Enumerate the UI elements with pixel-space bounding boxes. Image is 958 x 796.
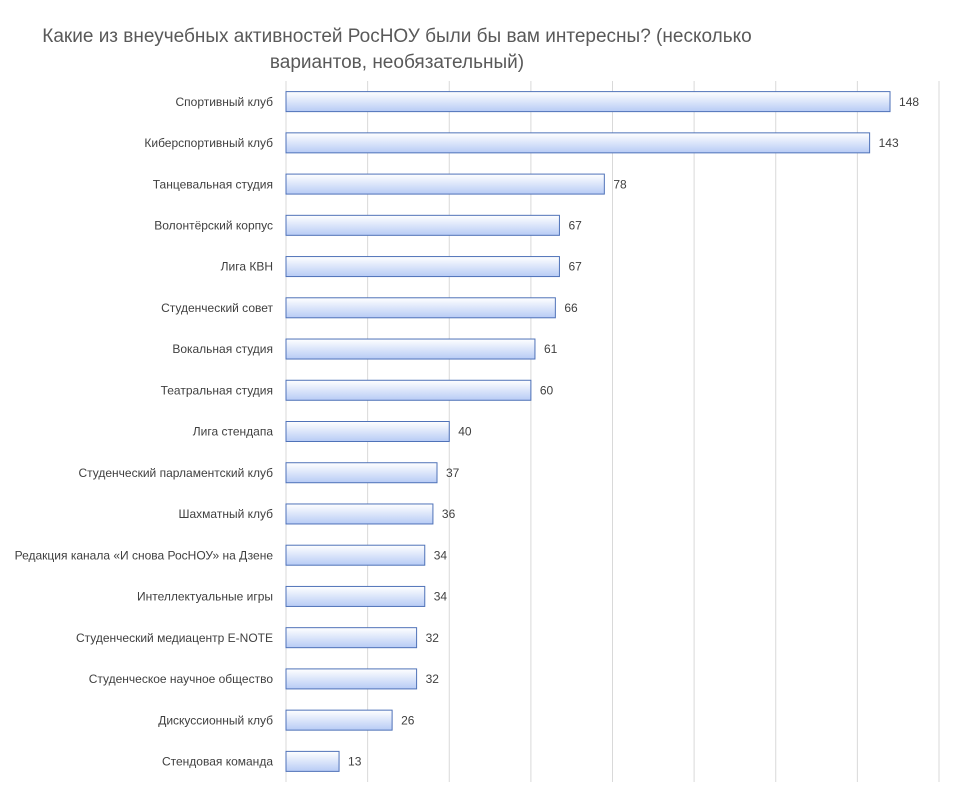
bar (285, 462, 438, 484)
value-label: 143 (879, 136, 899, 150)
bar (285, 627, 418, 649)
bar (285, 709, 393, 731)
bar (285, 585, 426, 607)
y-tick-label: Вокальная студия (172, 342, 273, 356)
value-label: 13 (348, 755, 362, 769)
bar (285, 338, 536, 360)
bar (285, 214, 560, 236)
bar (285, 544, 426, 566)
y-tick-label: Спортивный клуб (175, 95, 273, 109)
y-tick-label: Дискуссионный клуб (158, 713, 273, 727)
y-tick-label: Студенческий совет (161, 301, 273, 315)
value-label: 32 (426, 631, 440, 645)
value-label: 66 (564, 301, 578, 315)
value-label: 34 (434, 590, 448, 604)
bar (285, 297, 556, 319)
value-label: 40 (458, 425, 472, 439)
chart-title: Какие из внеучебных активностей РосНОУ б… (42, 26, 752, 73)
bar (285, 256, 560, 278)
y-tick-label: Интеллектуальные игры (137, 590, 273, 604)
y-tick-label: Шахматный клуб (178, 507, 273, 521)
bar (285, 379, 532, 401)
value-label: 37 (446, 466, 460, 480)
value-label: 67 (568, 218, 582, 232)
value-label: 36 (442, 507, 456, 521)
bar (285, 668, 418, 690)
value-label: 148 (899, 95, 919, 109)
y-tick-label: Танцевальная студия (153, 177, 273, 191)
bar (285, 421, 450, 442)
value-label: 34 (434, 548, 448, 562)
value-label: 67 (568, 260, 582, 274)
y-tick-label: Киберспортивный клуб (144, 136, 273, 150)
value-label: 60 (540, 383, 554, 397)
y-tick-label: Студенческое научное общество (89, 672, 274, 686)
y-tick-label: Редакция канала «И снова РосНОУ» на Дзен… (15, 548, 274, 562)
value-label: 32 (426, 672, 440, 686)
value-label: 26 (401, 713, 415, 727)
y-tick-label: Стендовая команда (162, 755, 273, 769)
bar (285, 750, 340, 772)
y-tick-label: Лига КВН (221, 260, 273, 274)
value-label: 78 (613, 177, 627, 191)
y-tick-label: Лига стендапа (193, 425, 274, 439)
bar (285, 173, 605, 195)
y-tick-label: Студенческий медиацентр E-NOTE (76, 631, 273, 645)
y-tick-label: Студенческий парламентский клуб (78, 466, 273, 480)
bar (285, 132, 871, 154)
value-label: 61 (544, 342, 558, 356)
y-tick-label: Волонтёрский корпус (154, 218, 273, 232)
bar (285, 91, 891, 113)
bar (285, 503, 434, 525)
y-tick-label: Театральная студия (161, 383, 273, 397)
